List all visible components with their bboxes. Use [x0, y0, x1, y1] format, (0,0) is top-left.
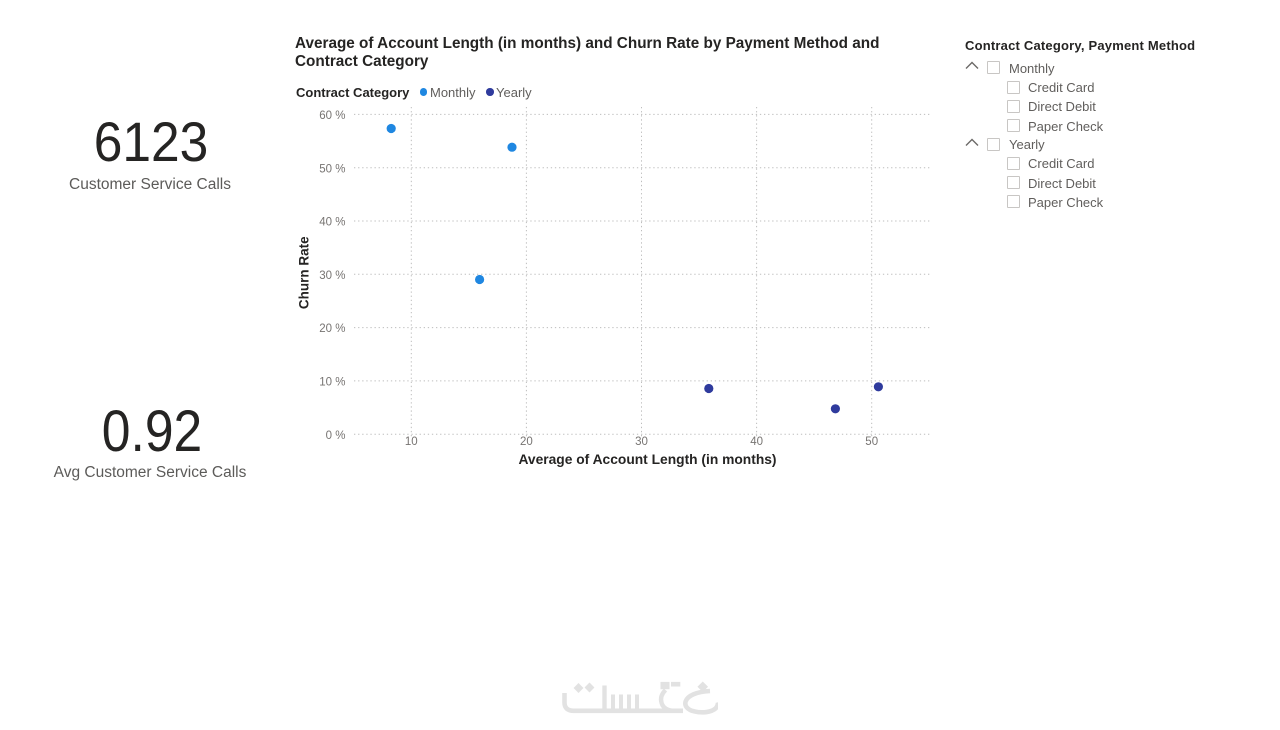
svg-text:20 %: 20 %: [319, 323, 345, 335]
svg-text:50: 50: [865, 436, 878, 448]
svg-text:20: 20: [520, 436, 533, 448]
svg-text:0 %: 0 %: [326, 430, 346, 442]
svg-text:50 %: 50 %: [319, 163, 345, 175]
svg-text:10 %: 10 %: [319, 377, 345, 389]
svg-text:Churn Rate: Churn Rate: [297, 236, 312, 309]
svg-text:40: 40: [750, 436, 763, 448]
svg-text:60 %: 60 %: [319, 110, 345, 122]
svg-text:10: 10: [405, 436, 418, 448]
svg-text:30: 30: [635, 436, 648, 448]
svg-text:40 %: 40 %: [319, 217, 345, 229]
svg-text:Average of Account Length (in: Average of Account Length (in months): [518, 452, 776, 467]
svg-text:30 %: 30 %: [319, 270, 345, 282]
